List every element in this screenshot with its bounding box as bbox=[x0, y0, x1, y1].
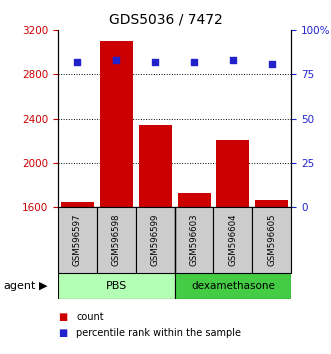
FancyBboxPatch shape bbox=[136, 207, 174, 273]
FancyBboxPatch shape bbox=[58, 207, 97, 273]
Text: GSM596603: GSM596603 bbox=[190, 213, 199, 266]
Point bbox=[269, 61, 274, 67]
Text: GSM596598: GSM596598 bbox=[112, 213, 121, 266]
Bar bbox=[139, 125, 172, 207]
Text: PBS: PBS bbox=[106, 281, 127, 291]
Point bbox=[191, 59, 197, 65]
Text: dexamethasone: dexamethasone bbox=[191, 281, 275, 291]
Bar bbox=[61, 201, 94, 207]
FancyBboxPatch shape bbox=[174, 207, 213, 273]
Text: agent: agent bbox=[3, 281, 36, 291]
Text: count: count bbox=[76, 312, 104, 322]
Bar bbox=[216, 139, 250, 207]
Text: ■: ■ bbox=[58, 312, 67, 322]
Text: ▶: ▶ bbox=[39, 281, 47, 291]
Point bbox=[75, 59, 80, 65]
Point bbox=[153, 59, 158, 65]
Text: GSM596604: GSM596604 bbox=[228, 213, 237, 266]
FancyBboxPatch shape bbox=[213, 207, 252, 273]
Bar bbox=[177, 193, 211, 207]
FancyBboxPatch shape bbox=[252, 207, 291, 273]
Text: GSM596597: GSM596597 bbox=[73, 213, 82, 266]
Text: GSM596605: GSM596605 bbox=[267, 213, 276, 266]
FancyBboxPatch shape bbox=[174, 273, 291, 299]
Text: GSM596599: GSM596599 bbox=[151, 214, 160, 266]
Point bbox=[114, 57, 119, 63]
FancyBboxPatch shape bbox=[58, 273, 174, 299]
Text: percentile rank within the sample: percentile rank within the sample bbox=[76, 328, 241, 338]
Bar bbox=[100, 41, 133, 207]
Point bbox=[230, 57, 236, 63]
Text: GDS5036 / 7472: GDS5036 / 7472 bbox=[109, 12, 222, 27]
FancyBboxPatch shape bbox=[97, 207, 136, 273]
Text: ■: ■ bbox=[58, 328, 67, 338]
Bar bbox=[255, 200, 288, 207]
